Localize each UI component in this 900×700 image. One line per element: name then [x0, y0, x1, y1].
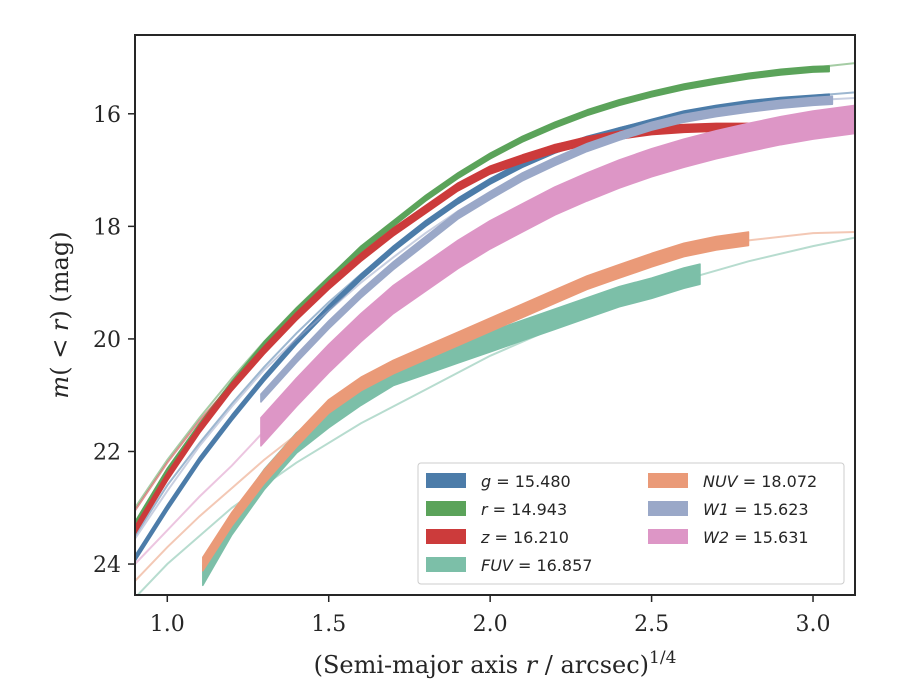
model-line-fuv	[136, 236, 855, 595]
y-axis: 16 18 20 22 24	[93, 103, 135, 578]
x-tick-label: 2.5	[634, 612, 669, 637]
legend-swatch-z	[426, 529, 466, 544]
legend-swatch-r	[426, 501, 466, 516]
data-band-nuv	[202, 231, 750, 572]
y-tick-label: 18	[93, 215, 121, 240]
data-band-w2	[260, 104, 855, 447]
legend-label-r: r = 14.943	[481, 500, 567, 519]
y-tick-label: 24	[93, 553, 121, 578]
y-tick-label: 20	[93, 328, 121, 353]
series-w2	[135, 104, 855, 565]
y-tick-label: 16	[93, 103, 121, 128]
legend-label-g: g = 15.480	[481, 472, 571, 491]
legend-label-nuv: NUV = 18.072	[703, 472, 817, 491]
curves-layer	[135, 62, 855, 595]
legend-label-w2: W2 = 15.631	[703, 528, 809, 547]
legend-swatch-w1	[648, 501, 688, 516]
legend: g = 15.480 r = 14.943 z = 16.210 FUV = 16.8…	[417, 462, 845, 585]
legend-swatch-w2	[648, 529, 688, 544]
y-axis-title: m( < r) (mag)	[46, 231, 74, 398]
model-line-w2	[135, 433, 262, 565]
legend-label-z: z = 16.210	[480, 528, 569, 547]
x-tick-label: 2.0	[473, 612, 508, 637]
data-band-w1	[260, 95, 834, 403]
legend-label-w1: W1 = 15.623	[703, 500, 809, 519]
x-tick-label: 1.0	[150, 612, 185, 637]
legend-swatch-nuv	[648, 473, 688, 488]
x-tick-label: 1.5	[311, 612, 346, 637]
legend-label-fuv: FUV = 16.857	[481, 556, 592, 575]
series-nuv	[135, 231, 855, 582]
series-w1	[135, 95, 855, 540]
legend-swatch-fuv	[426, 557, 466, 572]
legend-box	[417, 462, 845, 585]
x-axis-title: (Semi-major axis r / arcsec)1/4	[314, 648, 677, 679]
y-tick-label: 22	[93, 440, 121, 465]
x-axis: 1.0 1.5 2.0 2.5 3.0	[150, 595, 831, 637]
plot-frame	[134, 34, 856, 596]
x-tick-label: 3.0	[796, 612, 831, 637]
legend-swatch-g	[426, 473, 466, 488]
